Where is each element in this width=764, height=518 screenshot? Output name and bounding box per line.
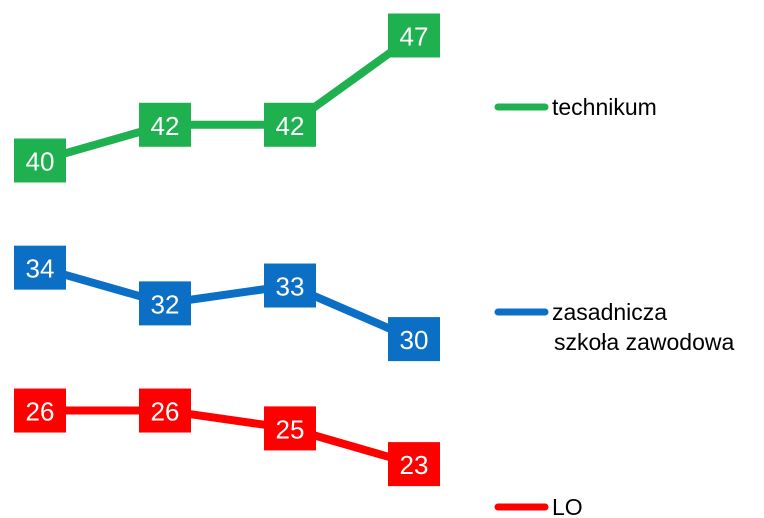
series-line-lo [36,406,418,469]
data-point-zasadnicza-szkola-zawodowa-1: 34 [14,245,66,290]
series-line-technikum [36,31,418,165]
series-lines [36,31,418,469]
data-point-lo-2: 26 [139,388,191,433]
data-label: 33 [276,272,305,302]
data-point-marker [388,317,440,362]
data-label: 34 [26,254,55,284]
data-point-marker [139,281,191,326]
data-point-marker [264,263,316,308]
data-point-technikum-1: 40 [14,138,66,183]
data-point-zasadnicza-szkola-zawodowa-2: 32 [139,281,191,326]
data-label: 40 [26,147,55,177]
data-label: 30 [400,325,429,355]
data-point-zasadnicza-szkola-zawodowa-3: 33 [264,263,316,308]
legend-label: technikum [552,94,657,120]
data-point-technikum-2: 42 [139,102,191,147]
data-point-marker [388,442,440,487]
data-label: 26 [151,397,180,427]
data-label: 23 [400,450,429,480]
legend: technikum zasadnicza szkoła zawodowa LO [494,94,734,518]
legend-item-zasadnicza-szkola-zawodowa: zasadnicza szkoła zawodowa [494,299,734,355]
data-point-technikum-4: 47 [388,13,440,58]
data-point-technikum-3: 42 [264,102,316,147]
data-point-marker [14,138,66,183]
data-point-marker [14,388,66,433]
data-label: 26 [26,397,55,427]
data-label: 25 [276,414,305,444]
data-point-lo-3: 25 [264,406,316,451]
legend-item-technikum: technikum [494,94,657,120]
legend-label: LO [552,494,583,518]
data-labels: 40 42 42 47 34 32 33 30 26 26 25 23 [14,13,440,487]
data-point-marker [139,388,191,433]
data-point-marker [264,406,316,451]
data-point-lo-1: 26 [14,388,66,433]
legend-label: zasadnicza szkoła zawodowa [552,299,734,355]
data-point-marker [139,102,191,147]
data-point-marker [264,102,316,147]
data-point-marker [14,245,66,290]
data-label: 42 [151,111,180,141]
data-label: 32 [151,289,180,319]
series-line-zasadnicza-szkola-zawodowa [36,263,418,344]
legend-item-lo: LO [494,494,583,518]
data-point-marker [388,13,440,58]
data-point-lo-4: 23 [388,442,440,487]
data-label: 42 [276,111,305,141]
data-label: 47 [400,21,429,51]
data-point-zasadnicza-szkola-zawodowa-4: 30 [388,317,440,362]
